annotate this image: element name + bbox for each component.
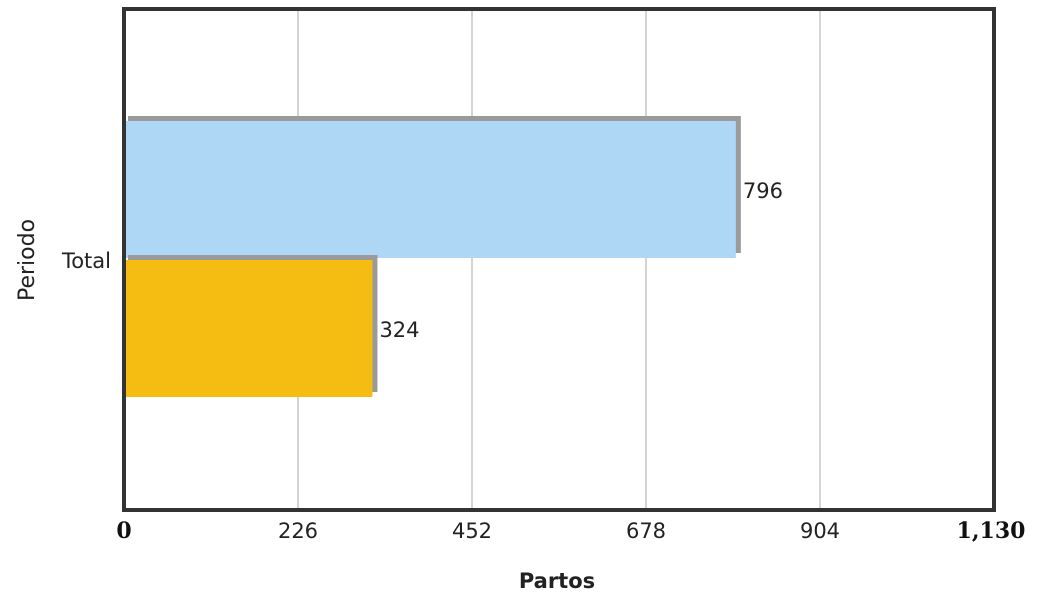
plot-frame <box>122 7 996 512</box>
bar-data-label: 324 <box>379 318 419 342</box>
x-tick-label: 0 <box>116 518 131 544</box>
x-tick-label: 904 <box>800 519 840 543</box>
x-tick-label: 1,130 <box>957 518 1026 544</box>
y-axis-title: Periodo <box>15 219 40 301</box>
bar <box>124 121 736 258</box>
x-tick-label: 452 <box>452 519 492 543</box>
x-tick-label: 226 <box>278 519 318 543</box>
y-category-label: Total <box>61 249 111 273</box>
data-labels: 796 324 <box>379 179 782 342</box>
x-tick-label: 678 <box>626 519 666 543</box>
x-tick-labels: 0 226 452 678 904 1,130 <box>116 518 1025 544</box>
bar-data-label: 796 <box>743 179 783 203</box>
bar <box>124 260 373 397</box>
x-axis-title: Partos <box>519 569 595 593</box>
bars <box>124 116 741 397</box>
